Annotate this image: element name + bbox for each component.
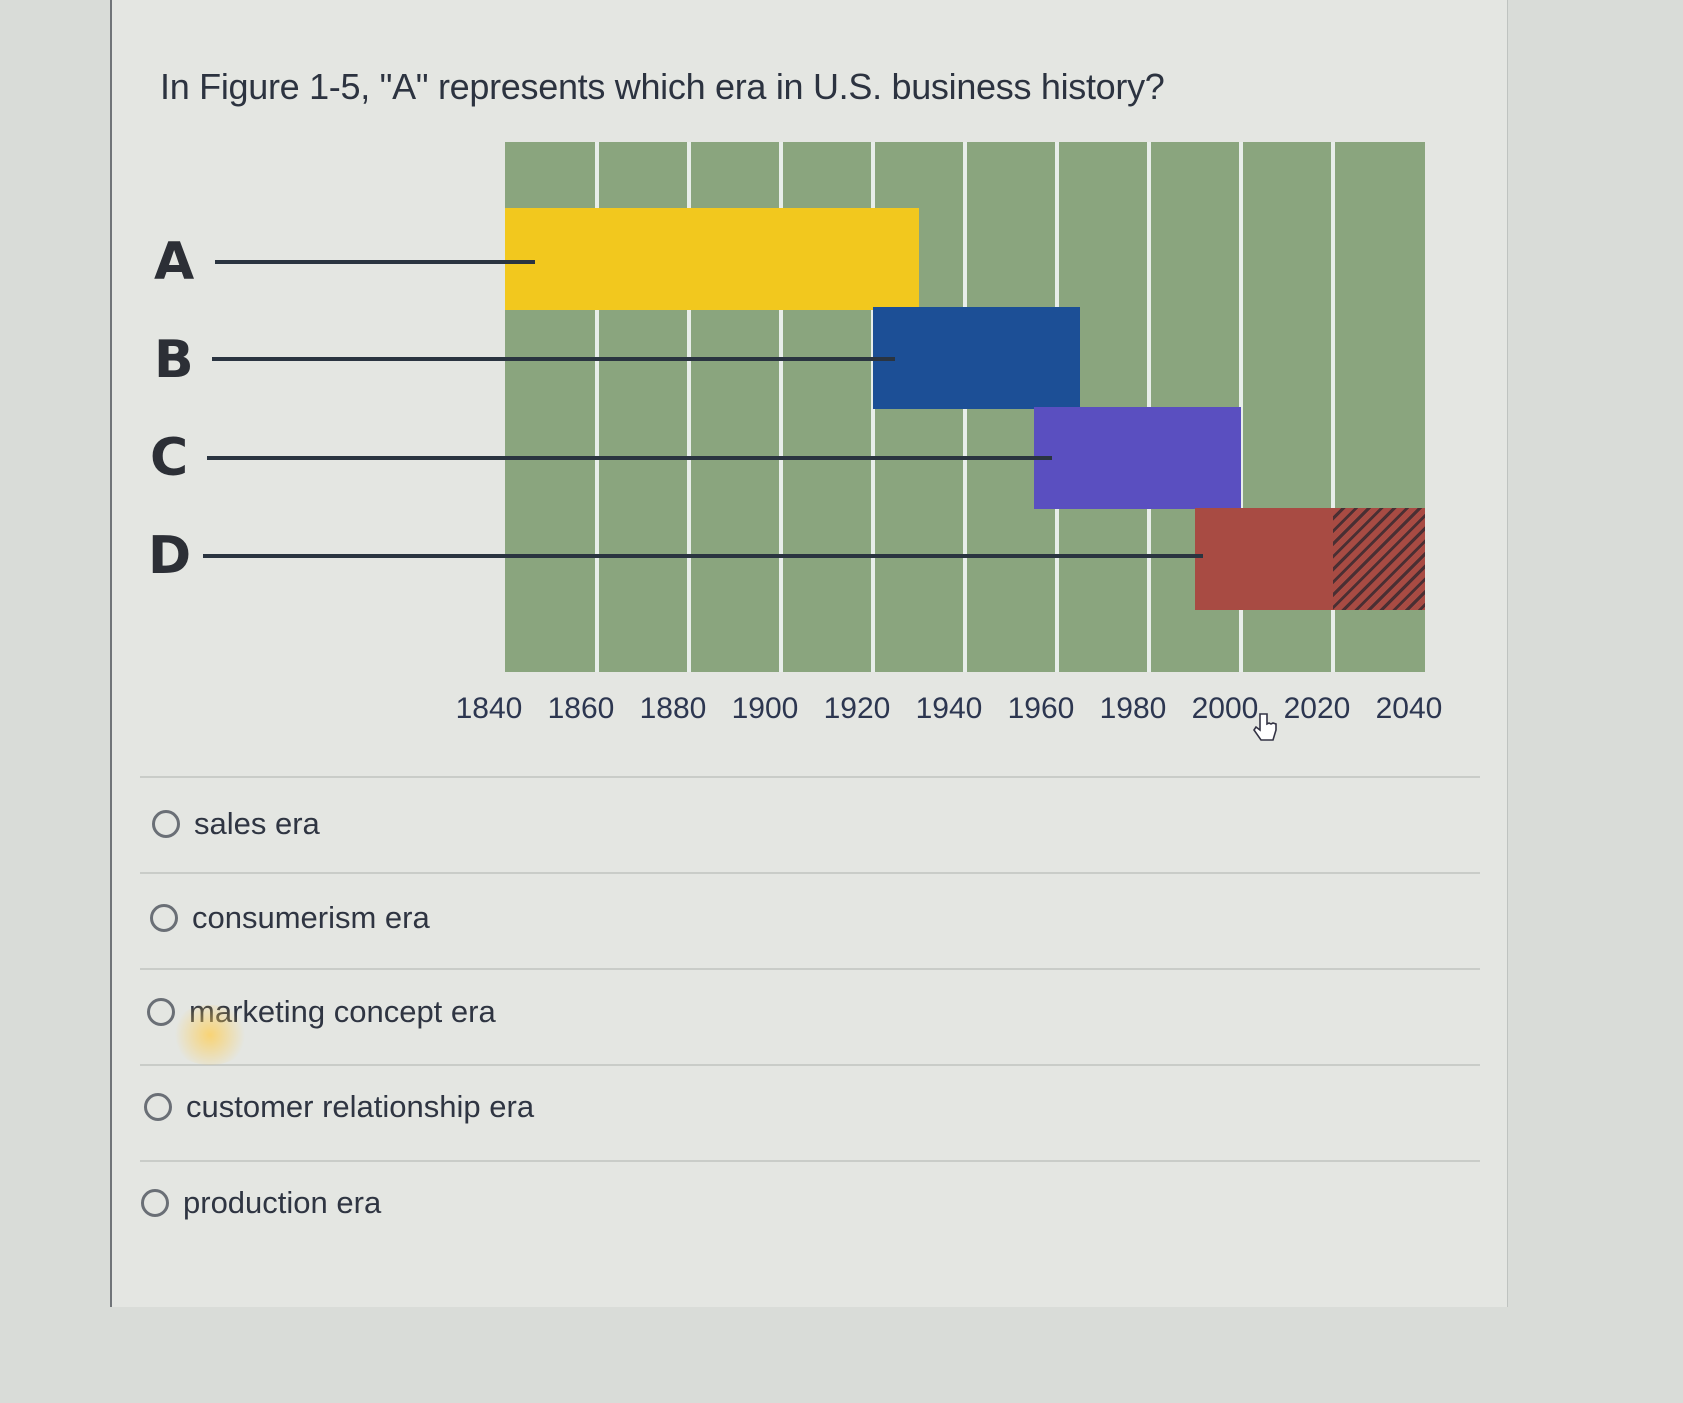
divider	[140, 776, 1480, 778]
grid-line	[779, 142, 783, 672]
x-tick-label: 1840	[455, 692, 523, 725]
option-customer-relationship-era[interactable]: customer relationship era	[144, 1089, 534, 1125]
option-sales-era[interactable]: sales era	[152, 806, 320, 842]
radio-button[interactable]	[141, 1189, 169, 1217]
x-tick-label: 1980	[1099, 692, 1167, 725]
bar-c	[1034, 407, 1241, 509]
x-tick-label: 1940	[915, 692, 983, 725]
row-label-d: D	[148, 526, 192, 586]
x-tick-label: 1900	[731, 692, 799, 725]
radio-button[interactable]	[144, 1093, 172, 1121]
x-tick-label: 1880	[639, 692, 707, 725]
option-consumerism-era[interactable]: consumerism era	[150, 900, 430, 936]
option-label: consumerism era	[192, 900, 430, 935]
hatched-region	[1333, 508, 1425, 610]
option-label: production era	[183, 1185, 382, 1220]
radio-button[interactable]	[147, 998, 175, 1026]
leader-line-b	[212, 357, 895, 361]
divider	[140, 872, 1480, 874]
x-tick-label: 1920	[823, 692, 891, 725]
x-tick-label: 2020	[1283, 692, 1351, 725]
divider	[140, 1064, 1480, 1066]
option-label: sales era	[194, 806, 320, 841]
option-label: customer relationship era	[186, 1089, 535, 1124]
grid-line	[687, 142, 691, 672]
grid-line	[1239, 142, 1243, 672]
light-glare	[170, 1005, 250, 1065]
bar-a	[505, 208, 919, 310]
radio-button[interactable]	[152, 810, 180, 838]
leader-line-d	[203, 554, 1203, 558]
x-tick-label: 1960	[1007, 692, 1075, 725]
bar-b	[873, 307, 1080, 409]
x-tick-label: 2000	[1191, 692, 1259, 725]
grid-line	[1331, 142, 1335, 672]
question-text: In Figure 1-5, "A" represents which era …	[160, 66, 1165, 107]
mouse-pointer-icon	[1253, 713, 1277, 741]
leader-line-c	[207, 456, 1052, 460]
row-label-b: B	[154, 330, 194, 390]
x-tick-label: 1860	[547, 692, 615, 725]
x-tick-label: 2040	[1375, 692, 1443, 725]
divider	[140, 968, 1480, 970]
option-production-era[interactable]: production era	[141, 1185, 381, 1221]
timeline-chart	[505, 142, 1425, 672]
radio-button[interactable]	[150, 904, 178, 932]
divider	[140, 1160, 1480, 1162]
row-label-a: A	[154, 232, 195, 292]
leader-line-a	[215, 260, 535, 264]
grid-line	[595, 142, 599, 672]
row-label-c: C	[150, 428, 189, 488]
bar-d	[1195, 508, 1425, 610]
